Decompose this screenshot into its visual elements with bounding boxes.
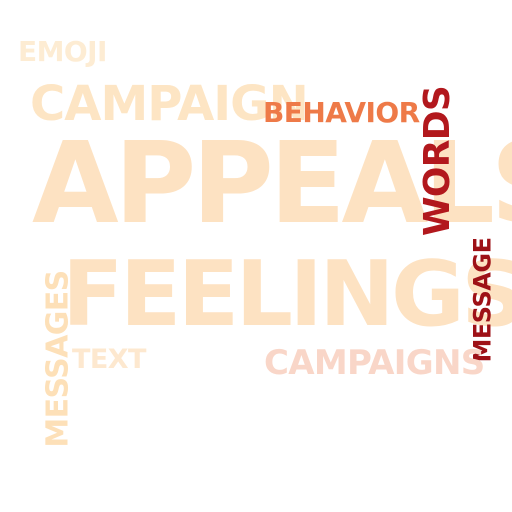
word-feelings: FEELINGS bbox=[62, 242, 512, 347]
word-campaigns: CAMPAIGNS bbox=[264, 343, 485, 383]
word-behavior: BEHAVIOR bbox=[263, 96, 420, 129]
word-campaign: CAMPAIGN bbox=[30, 76, 309, 132]
word-appeals: APPEALS bbox=[32, 119, 512, 249]
word-messages: MESSAGES bbox=[40, 270, 76, 448]
word-text: TEXT bbox=[72, 344, 146, 375]
word-emoji: EMOJI bbox=[18, 35, 107, 68]
word-words: WORDS bbox=[417, 85, 459, 237]
